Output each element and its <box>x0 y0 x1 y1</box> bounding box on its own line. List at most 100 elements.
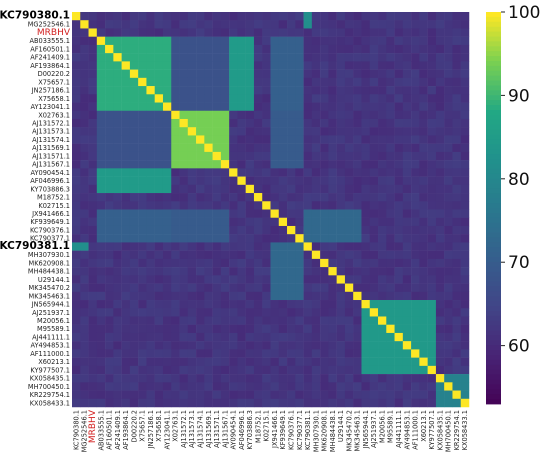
heatmap-cell <box>311 102 321 111</box>
heatmap-cell <box>303 61 313 70</box>
heatmap-cell <box>171 12 180 21</box>
heatmap-cell <box>270 275 280 284</box>
heatmap-cell <box>96 209 106 218</box>
heatmap-cell <box>262 332 271 342</box>
heatmap-cell <box>204 291 213 301</box>
heatmap-cell <box>196 341 205 350</box>
heatmap-cell <box>96 234 106 243</box>
heatmap-cell <box>311 209 321 218</box>
heatmap-cell <box>96 44 106 54</box>
heatmap-cell <box>88 160 98 169</box>
heatmap-cell <box>444 225 453 235</box>
colorbar-segment <box>486 350 501 356</box>
heatmap-cell <box>419 291 428 301</box>
heatmap-cell <box>278 94 288 103</box>
heatmap-cell <box>320 217 329 227</box>
heatmap-cell <box>196 234 205 243</box>
heatmap-cell <box>220 61 230 70</box>
heatmap-cell <box>187 176 197 186</box>
heatmap-cell <box>162 94 172 103</box>
heatmap-cell <box>320 357 329 367</box>
heatmap-cell <box>253 291 263 301</box>
heatmap-cell <box>146 234 155 243</box>
heatmap-cell <box>278 267 288 276</box>
heatmap-cell <box>344 86 354 95</box>
heatmap-cell <box>444 332 453 342</box>
heatmap-cell <box>262 374 271 383</box>
heatmap-cell <box>105 44 114 54</box>
heatmap-cell <box>105 225 114 235</box>
heatmap-cell <box>237 324 246 334</box>
heatmap-cell <box>138 250 147 260</box>
heatmap-cell <box>311 151 321 161</box>
heatmap-cell <box>196 176 205 186</box>
heatmap-cell <box>171 332 180 342</box>
heatmap-cell <box>162 283 172 293</box>
heatmap-cell <box>229 69 238 79</box>
row-label: MK345463.1 <box>29 292 70 300</box>
heatmap-cell <box>378 201 387 210</box>
heatmap-cell <box>204 250 213 260</box>
heatmap-cell <box>344 118 354 128</box>
heatmap-cell <box>245 44 255 54</box>
heatmap-cell <box>328 160 337 169</box>
heatmap-cell <box>105 324 114 334</box>
heatmap-cell <box>237 28 246 37</box>
heatmap-cell <box>253 332 263 342</box>
heatmap-cell <box>394 349 404 358</box>
heatmap-cell <box>394 184 404 194</box>
heatmap-cell <box>121 94 131 103</box>
heatmap-cell <box>80 390 89 400</box>
heatmap-cell <box>88 258 98 268</box>
heatmap-cell <box>435 28 445 37</box>
heatmap-cell <box>187 349 197 358</box>
heatmap-cell <box>204 390 213 400</box>
heatmap-cell <box>452 12 461 21</box>
heatmap-cell <box>113 53 122 62</box>
heatmap-cell <box>361 160 370 169</box>
heatmap-cell <box>278 184 288 194</box>
heatmap-cell <box>245 110 255 120</box>
heatmap-cell <box>237 94 246 103</box>
heatmap-cell <box>378 283 387 293</box>
column-label: AJ131574.1 <box>197 410 205 448</box>
heatmap-cell <box>435 234 445 243</box>
heatmap-cell <box>253 324 263 334</box>
heatmap-cell <box>287 94 296 103</box>
heatmap-cell <box>154 242 164 251</box>
heatmap-cell <box>138 382 147 391</box>
heatmap-cell <box>460 275 470 284</box>
heatmap-cell <box>212 20 222 29</box>
heatmap-cell <box>162 316 172 325</box>
heatmap-cell <box>270 160 280 169</box>
heatmap-cell <box>237 258 246 268</box>
heatmap-cell <box>196 28 205 37</box>
heatmap-cell <box>121 349 131 358</box>
heatmap-cell <box>378 20 387 29</box>
heatmap-cell <box>303 357 313 367</box>
heatmap-cell <box>336 316 346 325</box>
heatmap-cell <box>113 374 122 383</box>
heatmap-cell <box>344 341 354 350</box>
heatmap-cell <box>320 291 329 301</box>
heatmap-cell <box>129 127 139 136</box>
heatmap-cell <box>369 12 379 21</box>
heatmap-cell <box>72 86 81 95</box>
heatmap-cell <box>220 267 230 276</box>
heatmap-cell <box>204 382 213 391</box>
heatmap-cell <box>278 332 288 342</box>
heatmap-cell <box>129 225 139 235</box>
heatmap-cell <box>435 135 445 144</box>
heatmap-cell <box>411 308 420 317</box>
heatmap-cell <box>96 217 106 227</box>
heatmap-cell <box>361 225 370 235</box>
heatmap-cell <box>419 193 428 202</box>
heatmap-cell <box>113 341 122 350</box>
heatmap-cell <box>344 349 354 358</box>
heatmap-cell <box>328 28 337 37</box>
heatmap-cell <box>196 193 205 202</box>
heatmap-cell <box>72 250 81 260</box>
heatmap-cell <box>171 398 180 408</box>
heatmap-cell <box>336 193 346 202</box>
heatmap-cell <box>146 332 155 342</box>
